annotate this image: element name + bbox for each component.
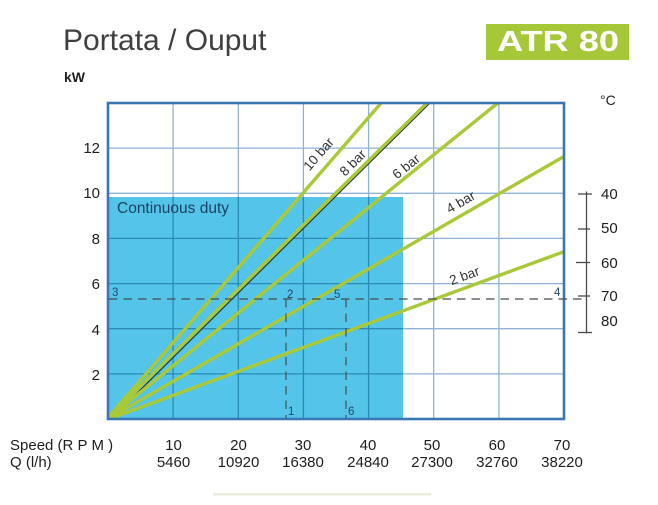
svg-text:°C: °C xyxy=(600,92,616,108)
svg-text:2: 2 xyxy=(92,367,100,384)
svg-text:70: 70 xyxy=(601,288,618,305)
svg-text:80: 80 xyxy=(601,313,618,330)
svg-text:12: 12 xyxy=(83,140,100,157)
svg-text:4: 4 xyxy=(92,322,100,339)
svg-text:16380: 16380 xyxy=(282,454,324,471)
svg-text:4 bar: 4 bar xyxy=(444,188,479,217)
svg-text:32760: 32760 xyxy=(476,454,518,471)
svg-text:6: 6 xyxy=(92,276,100,293)
svg-text:40: 40 xyxy=(360,437,377,454)
svg-text:1: 1 xyxy=(288,406,294,418)
svg-text:70: 70 xyxy=(554,437,571,454)
svg-text:10: 10 xyxy=(83,185,100,202)
svg-text:kW: kW xyxy=(64,69,86,85)
svg-text:4: 4 xyxy=(554,287,561,299)
svg-text:Portata / Ouput: Portata / Ouput xyxy=(63,24,267,57)
svg-text:20: 20 xyxy=(230,437,247,454)
svg-text:5460: 5460 xyxy=(157,454,190,471)
svg-text:Q (l/h): Q (l/h) xyxy=(10,454,52,471)
svg-text:6: 6 xyxy=(348,406,354,418)
svg-text:8: 8 xyxy=(92,231,100,248)
svg-text:10: 10 xyxy=(165,437,182,454)
svg-text:3: 3 xyxy=(112,287,118,299)
svg-text:10 bar: 10 bar xyxy=(300,134,337,173)
svg-text:ATR 80: ATR 80 xyxy=(497,26,619,58)
svg-text:2: 2 xyxy=(287,289,293,301)
svg-text:50: 50 xyxy=(424,437,441,454)
svg-text:Speed (R P M ): Speed (R P M ) xyxy=(10,437,113,454)
svg-text:5: 5 xyxy=(334,289,340,301)
svg-text:50: 50 xyxy=(601,220,618,237)
svg-text:27300: 27300 xyxy=(411,454,453,471)
svg-text:60: 60 xyxy=(489,437,506,454)
svg-text:40: 40 xyxy=(601,186,618,203)
svg-text:10920: 10920 xyxy=(218,454,260,471)
svg-text:60: 60 xyxy=(601,255,618,272)
svg-text:30: 30 xyxy=(295,437,312,454)
svg-text:38220: 38220 xyxy=(541,454,583,471)
svg-text:24840: 24840 xyxy=(347,454,389,471)
svg-text:Continuous duty: Continuous duty xyxy=(117,200,229,217)
